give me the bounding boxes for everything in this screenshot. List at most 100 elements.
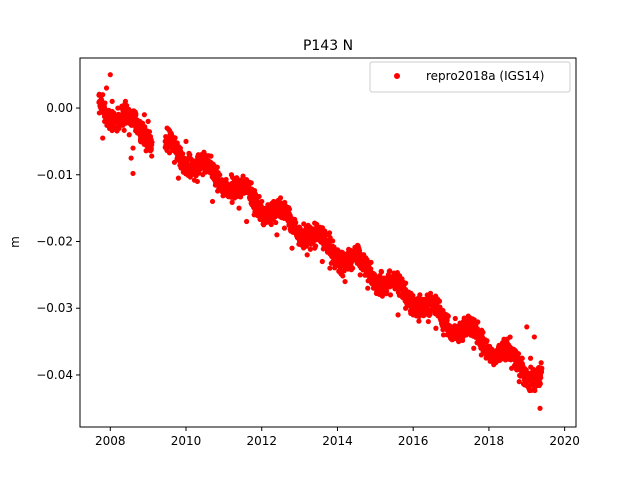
data-point [209,198,216,205]
data-point [334,252,341,258]
data-point [456,338,462,345]
data-point [134,125,140,131]
data-point [484,338,490,344]
y-tick-label: −0.04 [36,368,73,382]
data-point [319,258,325,265]
data-point [509,365,515,371]
axes-frame [79,57,577,428]
data-point [128,155,134,161]
data-point [515,351,522,357]
y-tick-label: −0.03 [36,301,73,315]
data-point [452,315,458,322]
data-point [307,246,313,252]
y-tick-label: −0.02 [36,234,73,248]
data-point [524,372,530,378]
x-tick-label: 2014 [322,434,353,448]
data-point [229,199,235,205]
x-tick-label: 2018 [474,434,505,448]
data-point [350,265,356,271]
data-point [519,355,525,361]
data-point [149,153,155,159]
data-point [440,332,447,338]
chart-title: P143 N [303,38,353,54]
data-point [122,98,129,104]
data-point [130,170,136,177]
legend-box [369,61,571,93]
data-point [326,230,333,236]
data-point [266,218,272,225]
data-point [537,405,543,411]
data-point [425,318,431,325]
data-point [145,118,151,124]
data-point [146,129,153,135]
data-point [395,312,401,318]
data-point [297,225,303,232]
data-point [217,185,223,191]
data-point [480,329,486,335]
data-point [527,355,534,361]
plot-area [96,72,545,411]
data-point [103,85,110,91]
legend-label: repro2018a (IGS14) [426,69,544,83]
data-point [183,138,189,145]
data-point [416,318,422,324]
data-point [378,269,385,275]
data-point [180,151,186,157]
data-point [217,172,223,178]
data-point [327,265,333,271]
data-point [98,105,104,111]
data-point [410,312,416,318]
data-point [463,332,469,338]
data-point [516,379,522,385]
data-point [486,345,492,351]
data-point [202,168,208,175]
data-point [286,206,293,212]
data-point [357,272,363,278]
data-point [537,381,543,387]
data-point [277,195,284,201]
data-point [214,164,220,170]
data-point [524,324,530,330]
data-point [240,173,246,179]
data-point [164,125,170,131]
data-point [330,238,336,244]
data-point [342,278,348,285]
data-point [102,118,108,124]
data-point [248,180,254,186]
data-point [130,145,136,151]
data-point [107,72,113,78]
data-point [244,218,250,225]
data-point [531,385,537,391]
data-point [187,152,193,158]
legend: repro2018a (IGS14) [369,61,571,93]
data-point [274,232,280,238]
data-point [175,175,182,181]
data-point [368,259,374,265]
x-tick-label: 2020 [549,434,580,448]
x-tick-label: 2016 [398,434,429,448]
data-point [228,172,235,178]
data-point [142,124,148,130]
x-tick-label: 2012 [246,434,277,448]
data-point [141,112,147,118]
data-point [365,285,371,291]
data-point [297,238,303,245]
data-point [166,150,173,156]
data-point [109,98,115,104]
data-point [105,112,111,118]
data-point [448,325,454,331]
data-point [281,225,288,231]
x-tick-label: 2010 [171,434,202,448]
data-point [539,365,545,371]
data-point [256,193,262,200]
data-point [236,205,242,211]
data-point [507,334,513,340]
y-axis-label: m [8,236,22,248]
data-point [304,252,310,258]
data-point [478,352,484,358]
data-point [221,192,227,198]
data-point [100,92,106,98]
data-point [501,352,507,358]
data-point [208,153,214,159]
